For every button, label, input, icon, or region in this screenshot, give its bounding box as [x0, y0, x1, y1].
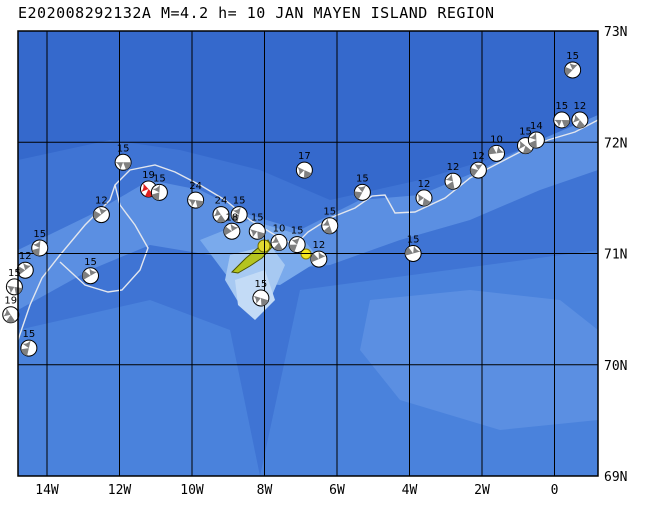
longitude-label: 4W	[402, 483, 418, 498]
focal-mechanism: 15	[230, 196, 248, 224]
focal-mechanism: 15	[20, 329, 38, 357]
focal-mechanism: 15	[553, 101, 571, 129]
longitude-label: 0	[551, 483, 559, 498]
mechanism-depth-label: 15	[23, 329, 36, 340]
mechanism-depth-label: 18	[226, 212, 239, 223]
longitude-label: 12W	[108, 483, 132, 498]
mechanism-depth-label: 19	[4, 296, 17, 307]
focal-mechanism: 15	[5, 268, 23, 296]
focal-mechanism: 18	[223, 212, 241, 240]
focal-mechanism: 10	[488, 134, 505, 162]
mechanism-depth-label: 15	[407, 235, 420, 246]
focal-mechanism: 15	[404, 235, 422, 262]
focal-mechanism: 12	[310, 240, 328, 268]
focal-mechanism: 17	[295, 151, 313, 179]
focal-mechanism: 15	[150, 173, 168, 201]
focal-mechanism: 24	[212, 196, 230, 224]
mechanism-depth-label: 15	[323, 207, 336, 218]
longitude-label: 10W	[180, 483, 204, 498]
mechanism-depth-label: 15	[255, 279, 268, 290]
focal-mechanism: 15	[321, 207, 339, 235]
mechanism-depth-label: 12	[447, 162, 460, 173]
map-title: E202008292132A M=4.2 h= 10 JAN MAYEN ISL…	[18, 4, 495, 22]
focal-mechanism: 15	[114, 143, 132, 171]
focal-mechanism: 24	[187, 181, 205, 209]
mechanism-depth-label: 15	[117, 143, 130, 154]
latitude-label: 72N	[604, 136, 627, 151]
focal-mechanism: 12	[444, 162, 462, 190]
focal-mechanism: 15	[288, 226, 306, 254]
mechanism-depth-label: 15	[291, 226, 304, 237]
mechanism-depth-label: 12	[472, 151, 485, 162]
longitude-label: 8W	[257, 483, 273, 498]
focal-mechanism: 12	[571, 101, 589, 129]
focal-mechanism: 12	[469, 151, 487, 179]
longitude-label: 14W	[35, 483, 59, 498]
mechanism-depth-label: 24	[215, 196, 228, 207]
focal-mechanism: 15	[353, 173, 371, 201]
mechanism-depth-label: 12	[313, 240, 326, 251]
mechanism-depth-label: 15	[519, 127, 532, 138]
mechanism-depth-label: 15	[251, 212, 264, 223]
mechanism-depth-label: 17	[298, 151, 311, 162]
focal-mechanism: 19	[2, 296, 20, 324]
mechanism-depth-label: 10	[490, 134, 503, 145]
focal-mechanism: 12	[415, 179, 433, 207]
latitude-label: 69N	[604, 470, 627, 485]
mechanism-depth-label: 15	[8, 268, 21, 279]
mechanism-depth-label: 15	[356, 173, 369, 184]
latitude-label: 73N	[604, 25, 627, 40]
focal-mechanism: 14	[527, 121, 545, 149]
mechanism-depth-label: 15	[555, 101, 568, 112]
mechanism-depth-label: 15	[33, 229, 46, 240]
longitude-label: 2W	[474, 483, 490, 498]
mechanism-depth-label: 12	[418, 179, 431, 190]
mechanism-depth-label: 12	[95, 196, 108, 207]
mechanism-depth-label: 15	[84, 257, 97, 268]
mechanism-depth-label: 15	[566, 51, 579, 62]
focal-mechanism: 10	[270, 223, 288, 251]
mechanism-depth-label: 12	[19, 251, 32, 262]
focal-mechanism: 15	[252, 279, 270, 307]
mechanism-depth-label: 24	[189, 181, 202, 192]
latitude-label: 71N	[604, 248, 627, 263]
focal-mechanism: 15	[82, 257, 99, 285]
mechanism-depth-label: 10	[273, 223, 286, 234]
longitude-labels: 14W 12W 10W 8W 6W 4W 2W 0	[35, 483, 558, 498]
mechanism-depth-label: 15	[233, 196, 246, 207]
mechanism-depth-label: 19	[142, 170, 155, 181]
focal-mechanism: 12	[92, 196, 110, 224]
mechanism-depth-label: 14	[530, 121, 543, 132]
mechanism-depth-label: 15	[153, 173, 166, 184]
longitude-label: 6W	[329, 483, 345, 498]
mechanism-depth-label: 12	[574, 101, 587, 112]
latitude-labels: 73N 72N 71N 70N 69N	[604, 25, 627, 485]
latitude-label: 70N	[604, 359, 627, 374]
focal-mechanism: 15	[248, 212, 266, 240]
focal-mechanism: 15	[564, 51, 582, 79]
map-frame	[17, 30, 599, 477]
focal-mechanism: 15	[31, 229, 49, 257]
